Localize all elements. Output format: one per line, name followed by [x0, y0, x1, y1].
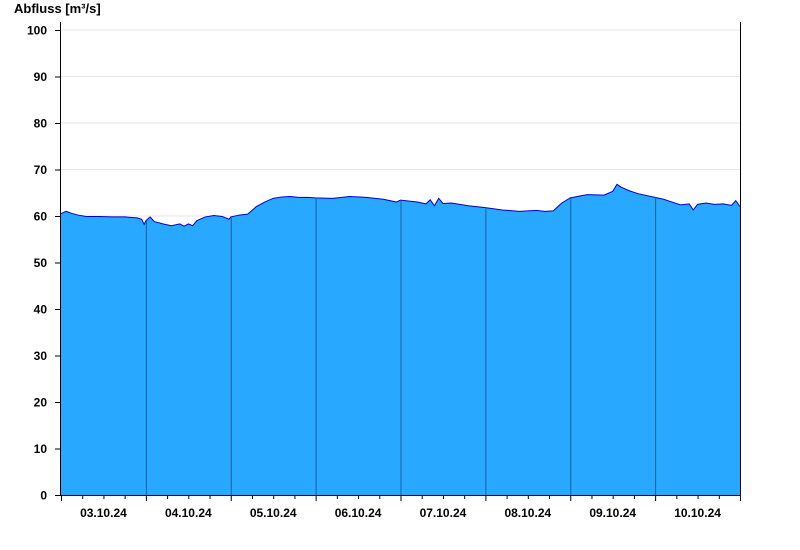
y-axis-title: Abfluss [m³/s] [14, 1, 101, 16]
x-tick-label: 07.10.24 [420, 506, 467, 520]
x-tick-label: 10.10.24 [674, 506, 721, 520]
y-tick-label: 60 [34, 210, 48, 224]
y-tick-label: 90 [34, 70, 48, 84]
y-tick-label: 0 [40, 489, 47, 503]
y-tick-label: 30 [34, 349, 48, 363]
x-tick-label: 03.10.24 [80, 506, 127, 520]
y-tick-label: 20 [34, 396, 48, 410]
x-tick-label: 08.10.24 [504, 506, 551, 520]
x-tick-label: 04.10.24 [165, 506, 212, 520]
y-tick-label: 50 [34, 256, 48, 270]
y-tick-label: 10 [34, 442, 48, 456]
y-tick-label: 80 [34, 117, 48, 131]
x-tick-label: 05.10.24 [250, 506, 297, 520]
day-separators [145, 197, 657, 495]
x-tick-label: 09.10.24 [589, 506, 636, 520]
y-ticks: 0 10 20 30 40 50 60 70 80 90 100 [27, 24, 60, 503]
series-line-0 [60, 183, 741, 227]
x-tick-label: 06.10.24 [335, 506, 382, 520]
y-tick-label: 70 [34, 163, 48, 177]
x-ticks: 03.10.24 04.10.24 05.10.24 06.10.24 07.10.24… [61, 495, 741, 520]
y-tick-label: 100 [27, 24, 47, 38]
y-tick-label: 40 [34, 303, 48, 317]
